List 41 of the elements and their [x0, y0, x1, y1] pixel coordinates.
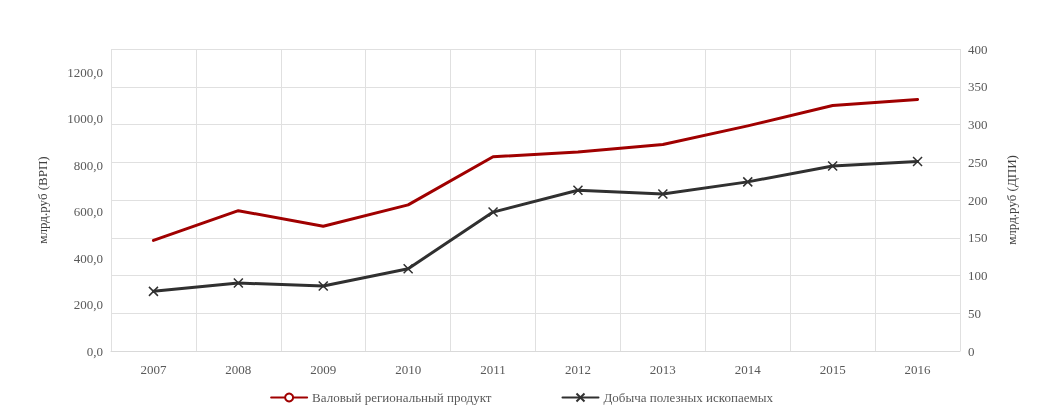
x-tick-label: 2010	[395, 362, 422, 377]
x-tick-label: 2012	[564, 362, 591, 377]
point	[487, 206, 499, 218]
x-tick-label: 2014	[734, 362, 762, 377]
y-tick-label: 400,0	[73, 250, 103, 266]
point	[572, 184, 584, 196]
x-tick-label: 2016	[904, 362, 932, 377]
y2-tick-label: 0	[968, 343, 975, 359]
point	[148, 286, 159, 297]
y2-tick-label: 250	[968, 154, 988, 170]
point	[742, 176, 753, 188]
y2-tick-label: 200	[968, 192, 988, 208]
y2-tick-label: 350	[968, 79, 988, 95]
x-tick-label: 2007	[140, 362, 167, 377]
y-tick-label: 600,0	[73, 204, 103, 220]
x-tick-label: 2008	[225, 362, 252, 377]
point	[827, 160, 838, 172]
y2-tick-label: 400	[968, 41, 988, 57]
y-tick-label: 1200,0	[67, 64, 103, 80]
x-tick-label: 2011	[480, 362, 506, 377]
point	[318, 280, 329, 292]
x-tick-label: 2015	[819, 362, 846, 377]
y2-tick-label: 50	[968, 305, 981, 321]
y2-tick-label: 150	[968, 230, 988, 246]
legend-label: Добыча полезных ископаемых	[603, 390, 774, 405]
x-tick-label: 2013	[649, 362, 676, 377]
y2-tick-label: 300	[968, 117, 988, 132]
y-axis-title: млрд.руб (ВРП)	[35, 156, 50, 244]
line-series	[151, 97, 920, 242]
y2-tick-label: 100	[968, 268, 988, 283]
y-tick-label: 200,0	[73, 297, 103, 313]
point	[402, 263, 414, 274]
point	[912, 156, 923, 167]
legend-label: Валовый региональный продукт	[312, 390, 492, 405]
point	[657, 188, 669, 200]
y-tick-label: 800,0	[73, 157, 103, 173]
point	[233, 277, 244, 289]
y-tick-label: 1000,0	[67, 111, 103, 127]
x-tick-label: 2009	[310, 362, 337, 377]
y-tick-label: 0,0	[86, 343, 103, 359]
y2-axis-title: млрд.руб (ДПИ)	[1004, 155, 1019, 245]
